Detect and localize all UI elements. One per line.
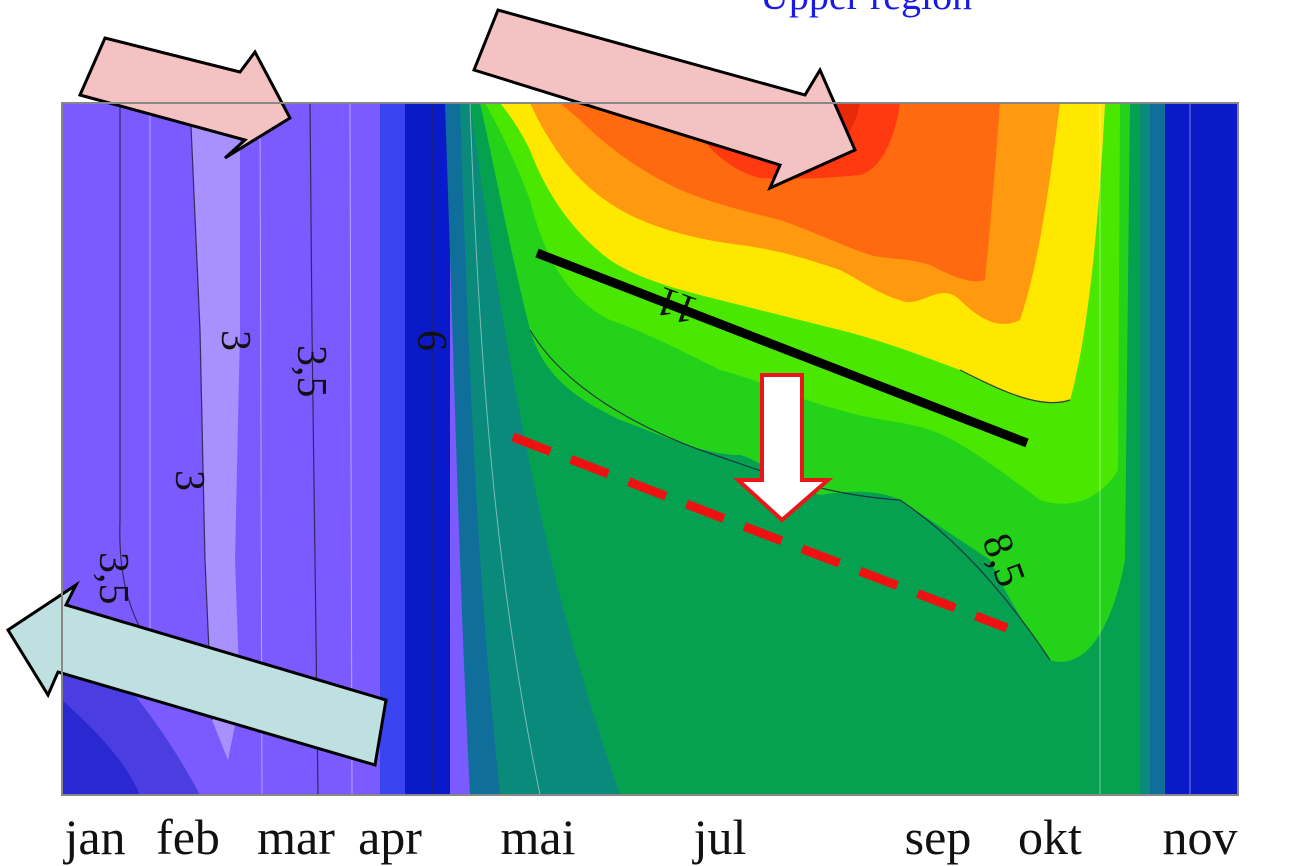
x-tick-label-mai: mai	[500, 809, 576, 865]
x-tick-label-feb: feb	[156, 809, 220, 865]
plot-frame	[61, 102, 1239, 796]
header-clipped-text: Upper region	[760, 0, 972, 19]
contour-fill-group	[62, 103, 1238, 795]
x-tick-label-jul: jul	[693, 809, 747, 865]
x-tick-label-nov: nov	[1162, 809, 1238, 865]
contour-line-6	[959, 369, 1071, 404]
arrow-pink-right	[472, 8, 857, 191]
contour-region-darkblue-apr	[405, 103, 450, 795]
arrow-white-down	[732, 373, 834, 523]
x-tick-label-jan: jan	[64, 809, 126, 865]
contour-label: 3,5	[90, 552, 136, 605]
trend-line-red-dashed	[511, 432, 1009, 633]
x-tick-label-mar: mar	[257, 809, 335, 865]
contour-line-light-4	[469, 103, 541, 795]
contour-label: 3	[212, 330, 258, 351]
contour-region-darkblue-nov	[1160, 103, 1238, 795]
arrow-blue-left	[5, 580, 388, 767]
x-tick-label-okt: okt	[1018, 809, 1082, 865]
contour-lines-light	[149, 103, 1191, 795]
contour-region-orange-deep	[560, 103, 1000, 282]
arrow-pink-left	[77, 36, 292, 160]
x-tick-label-sep: sep	[904, 809, 972, 865]
contour-line-3	[309, 103, 319, 795]
contour-label: 3,5	[288, 345, 334, 398]
contour-line-light-3	[349, 103, 353, 795]
contour-region-lowest	[190, 103, 240, 760]
contour-line-2	[189, 103, 213, 721]
contour-label: 3	[166, 470, 212, 491]
trend-line-black	[535, 248, 1029, 448]
contour-region-corner-inner	[62, 700, 140, 795]
contour-label: 6	[408, 330, 454, 351]
x-tick-label-apr: apr	[358, 809, 422, 865]
